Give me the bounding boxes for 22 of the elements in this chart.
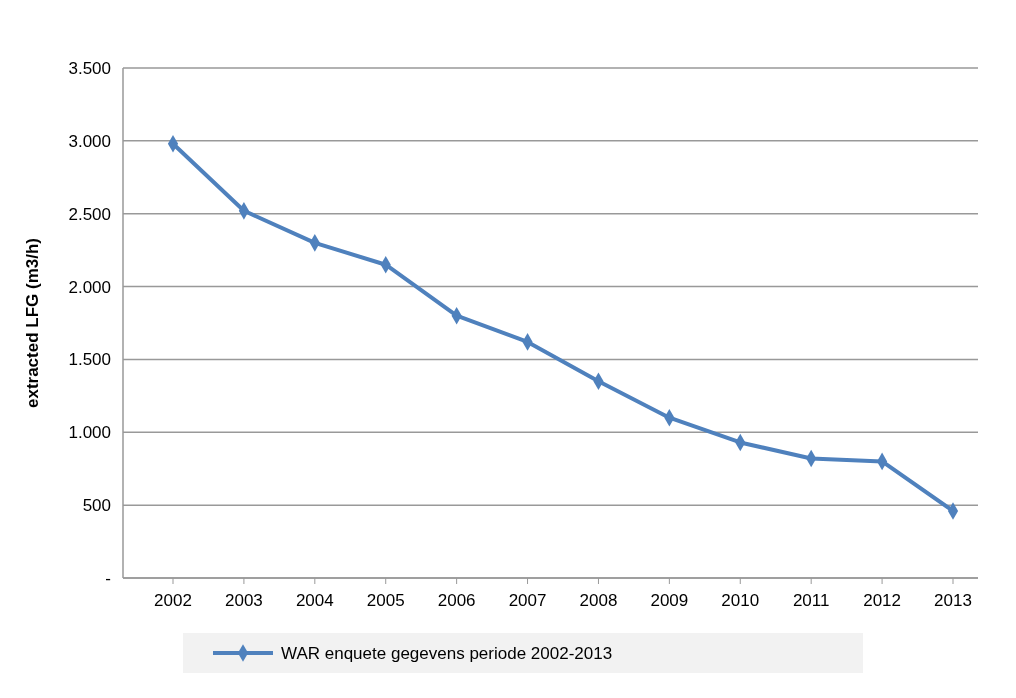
y-axis-title: extracted LFG (m3/h) (23, 237, 42, 409)
y-tick-label: - (105, 568, 111, 588)
x-tick-label: 2009 (650, 591, 689, 610)
y-tick-label: 2.000 (68, 277, 111, 297)
x-tick-label: 2012 (863, 591, 901, 610)
x-tick-label: 2003 (225, 591, 263, 610)
x-tick-label: 2013 (934, 591, 972, 610)
x-tick-label: 2007 (508, 591, 547, 610)
y-tick-label: 500 (82, 496, 111, 516)
x-tick-label: 2002 (154, 591, 192, 610)
y-tick-label: 1.500 (68, 350, 111, 370)
x-tick-label: 2004 (295, 591, 334, 610)
x-tick-label: 2008 (579, 591, 618, 610)
y-tick-label: 3.500 (68, 58, 111, 78)
y-tick-label: 1.000 (68, 423, 111, 443)
y-tick-label: 3.000 (68, 131, 111, 151)
x-tick-label: 2006 (437, 591, 476, 610)
legend-label: WAR enquete gegevens periode 2002-2013 (281, 643, 613, 663)
x-tick-label: 2010 (721, 591, 760, 610)
y-tick-label: 2.500 (68, 204, 111, 224)
x-tick-label: 2005 (366, 591, 405, 610)
x-tick-label: 2011 (792, 591, 830, 610)
